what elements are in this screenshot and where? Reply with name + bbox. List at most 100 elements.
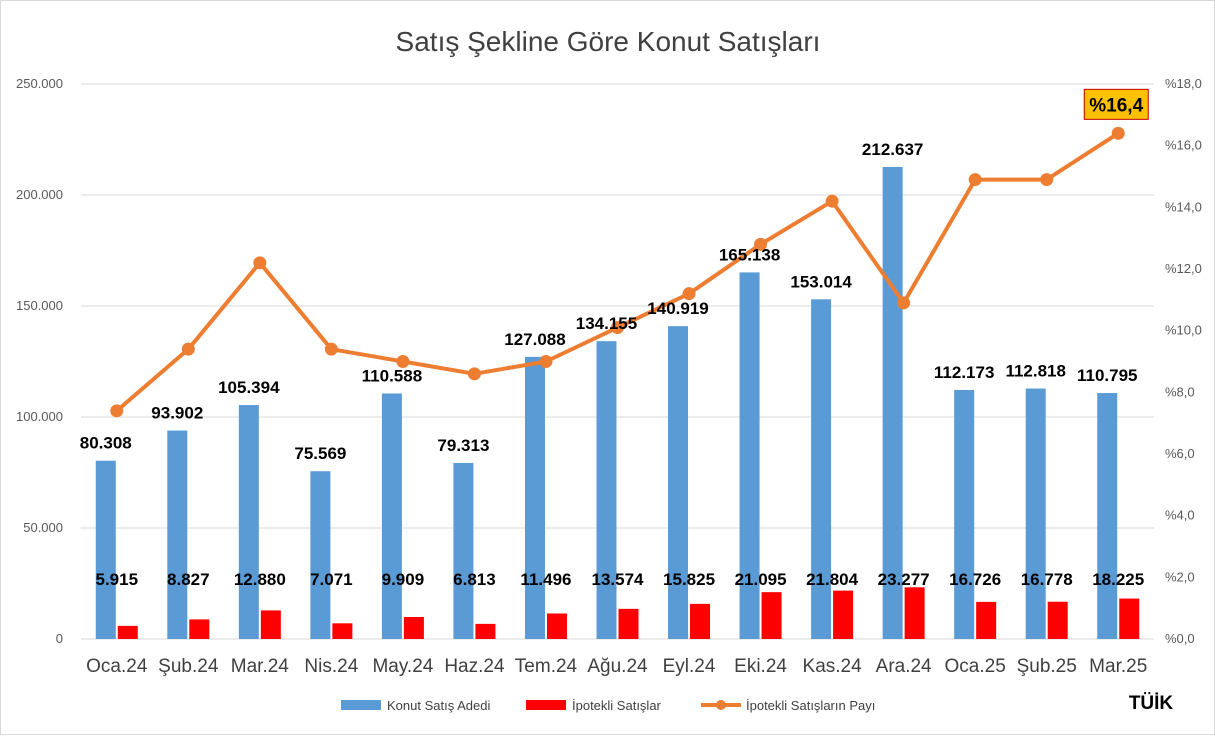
data-label-konut: 80.308 [80, 434, 132, 453]
bar-konut-satis [524, 356, 545, 639]
bar-ipotekli-satis [833, 590, 854, 639]
share-line: %16,4 [110, 88, 1149, 418]
bar-konut-satis [668, 326, 689, 639]
data-label-konut: 212.637 [862, 140, 923, 159]
bar-ipotekli-satis [189, 619, 210, 639]
bar-konut-satis [95, 460, 116, 639]
data-label-konut: 165.138 [719, 245, 780, 264]
bars [95, 166, 1140, 639]
share-marker [754, 237, 768, 251]
bar-konut-satis [167, 430, 188, 639]
category-label: Tem.24 [515, 656, 578, 677]
category-label: Nis.24 [304, 656, 358, 677]
bar-konut-satis [1025, 388, 1046, 639]
data-label-konut: 127.088 [504, 330, 565, 349]
bar-ipotekli-satis [690, 603, 711, 639]
bar-ipotekli-satis [260, 610, 281, 639]
left-tick-label: 50.000 [23, 520, 63, 535]
data-label-ipotekli: 6.813 [453, 570, 496, 589]
callout-box [1083, 88, 1149, 120]
data-label-konut: 112.173 [934, 363, 995, 382]
bar-ipotekli-satis [475, 623, 496, 639]
share-marker [825, 194, 839, 208]
legend-label-konut: Konut Satış Adedi [387, 698, 490, 713]
right-tick-label: %2,0 [1165, 569, 1195, 584]
source-label: TÜİK [1129, 693, 1174, 714]
bar-ipotekli-satis [332, 623, 353, 639]
data-label-ipotekli: 16.778 [1021, 570, 1073, 589]
bar-ipotekli-satis [546, 613, 567, 639]
left-tick-label: 0 [56, 631, 63, 646]
data-label-konut: 110.795 [1077, 366, 1138, 385]
bar-konut-satis [381, 393, 402, 639]
category-axis: Oca.24 Şub.24 Mar.24 Nis.24 May.24 Haz.24 Tem.… [86, 656, 1147, 677]
bar-ipotekli-satis [618, 608, 639, 639]
data-label-konut: 112.818 [1005, 362, 1066, 381]
right-tick-label: %8,0 [1165, 384, 1195, 399]
callout-text: %16,4 [1089, 95, 1143, 116]
right-tick-label: %14,0 [1165, 199, 1202, 214]
data-label-ipotekli: 18.225 [1092, 570, 1144, 589]
category-label: Eyl.24 [663, 656, 716, 677]
data-label-ipotekli: 11.496 [520, 570, 571, 589]
data-label-konut: 110.588 [362, 366, 423, 385]
category-label: Haz.24 [444, 656, 505, 677]
category-label: Kas.24 [803, 656, 863, 677]
bar-ipotekli-satis [1119, 598, 1140, 639]
share-marker [396, 355, 410, 368]
left-tick-label: 200.000 [16, 187, 63, 202]
bar-ipotekli-satis [1047, 601, 1068, 639]
data-label-konut: 75.569 [294, 444, 346, 463]
legend: Konut Satış Adedi İpotekli Satışlar İpotek… [341, 698, 875, 713]
gridlines [81, 83, 1154, 640]
share-marker [539, 355, 553, 368]
share-marker [682, 287, 696, 301]
category-label: Şub.25 [1017, 656, 1077, 677]
bar-konut-satis [238, 405, 259, 639]
right-tick-label: %0,0 [1165, 631, 1195, 646]
right-tick-label: %12,0 [1165, 261, 1202, 276]
legend-swatch-konut [341, 700, 381, 710]
share-marker [1111, 126, 1125, 140]
bar-konut-satis [882, 166, 903, 639]
data-label-konut: 153.014 [790, 272, 852, 291]
category-label: Ağu.24 [587, 656, 648, 677]
bar-konut-satis [739, 272, 760, 639]
data-label-ipotekli: 7.071 [310, 570, 353, 589]
bar-konut-satis [310, 471, 331, 639]
share-marker [1040, 173, 1054, 187]
data-label-ipotekli: 15.825 [663, 570, 715, 589]
share-marker [181, 342, 195, 356]
bar-ipotekli-satis [976, 601, 997, 639]
right-tick-label: %6,0 [1165, 446, 1195, 461]
bar-konut-satis [1097, 393, 1118, 639]
data-label-ipotekli: 16.726 [949, 570, 1001, 589]
bar-ipotekli-satis [403, 617, 424, 639]
bar-ipotekli-satis [904, 587, 925, 639]
legend-label-pay: İpotekli Satışların Payı [746, 698, 875, 713]
share-marker [253, 256, 267, 270]
legend-label-ipotekli: İpotekli Satışlar [572, 698, 662, 713]
data-label-ipotekli: 12.880 [234, 570, 286, 589]
share-marker [110, 404, 124, 418]
data-label-konut: 105.394 [218, 378, 280, 397]
right-tick-label: %10,0 [1165, 323, 1202, 338]
right-tick-label: %16,0 [1165, 138, 1202, 153]
bar-konut-satis [453, 462, 474, 639]
category-label: Mar.25 [1089, 656, 1147, 677]
share-marker [611, 321, 624, 335]
bar-ipotekli-satis [117, 625, 138, 639]
share-marker [324, 342, 338, 356]
category-label: Şub.24 [158, 656, 219, 677]
data-label-ipotekli: 5.915 [95, 570, 138, 589]
category-label: Ara.24 [876, 656, 932, 677]
data-label-ipotekli: 23.277 [878, 570, 930, 589]
right-tick-label: %4,0 [1165, 508, 1195, 523]
chart-title: Satış Şekline Göre Konut Satışları [396, 26, 821, 57]
category-label: Oca.24 [86, 656, 148, 677]
share-marker [897, 296, 911, 310]
left-tick-label: 150.000 [16, 298, 63, 313]
right-axis: %0,0 %2,0 %4,0 %6,0 %8,0 %10,0 %12,0 %14,0 %16,0… [1165, 76, 1202, 646]
